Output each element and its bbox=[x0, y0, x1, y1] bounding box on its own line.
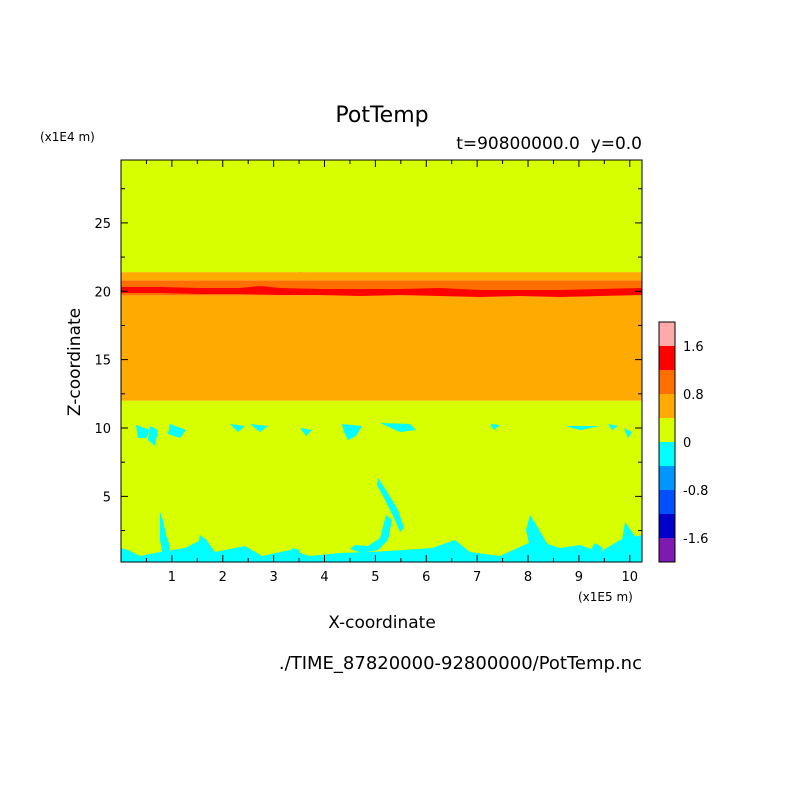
anomaly-contour bbox=[350, 515, 392, 553]
colorbar-swatch-5 bbox=[659, 418, 675, 442]
colorbar-swatch-0 bbox=[659, 538, 675, 562]
anomaly-contour bbox=[342, 424, 362, 440]
anomaly-contour bbox=[230, 424, 245, 432]
colorbar-swatch-3 bbox=[659, 466, 675, 490]
contour-band-4 bbox=[121, 160, 642, 273]
plot-frame bbox=[120, 159, 643, 563]
orange-wisps-layer bbox=[190, 272, 330, 278]
colorbar-label: 0 bbox=[683, 436, 691, 451]
y-tick-label: 10 bbox=[94, 422, 111, 437]
anomaly-contour bbox=[608, 424, 618, 430]
anomaly-contour bbox=[300, 428, 312, 436]
anomaly-contour bbox=[290, 548, 300, 556]
x-tick-label: 6 bbox=[422, 570, 430, 585]
colorbar-swatch-4 bbox=[659, 442, 675, 466]
negative-anomalies-layer bbox=[121, 423, 642, 562]
x-tick-label: 1 bbox=[168, 570, 176, 585]
y-axis: 5 10 15 20 25 bbox=[94, 188, 642, 532]
colorbar-label: 1.6 bbox=[683, 340, 704, 355]
anomaly-contour bbox=[590, 543, 603, 556]
x-tick-label: 10 bbox=[622, 570, 639, 585]
y-tick-label: 5 bbox=[103, 490, 111, 505]
anomaly-contour bbox=[168, 424, 186, 438]
anomaly-contour bbox=[136, 425, 150, 438]
orange-wisp-contour bbox=[285, 272, 330, 277]
anomaly-contour bbox=[198, 535, 210, 556]
anomaly-contour bbox=[148, 426, 158, 446]
colorbar-swatch-1 bbox=[659, 514, 675, 538]
red-core-contour bbox=[121, 286, 642, 297]
x-tick-label: 4 bbox=[320, 570, 328, 585]
colorbar: 1.6 0.8 0 -0.8 -1.6 bbox=[658, 321, 708, 563]
chart-subtitle: t=90800000.0 y=0.0 bbox=[456, 134, 642, 154]
x-tick-label: 5 bbox=[371, 570, 379, 585]
contour-band-1 bbox=[121, 295, 642, 401]
x-axis: 1 2 3 4 5 6 7 8 9 10 bbox=[145, 160, 639, 585]
colorbar-label: 0.8 bbox=[683, 388, 704, 403]
y-axis-label: Z-coordinate bbox=[65, 308, 85, 416]
anomaly-contour bbox=[622, 522, 642, 556]
colorbar-label: -1.6 bbox=[683, 532, 708, 547]
anomaly-contour bbox=[624, 428, 632, 438]
anomaly-contour bbox=[250, 424, 268, 432]
y-tick-label: 25 bbox=[94, 217, 111, 232]
colorbar-label: -0.8 bbox=[683, 484, 708, 499]
x-tick-label: 2 bbox=[219, 570, 227, 585]
colorbar-swatch-9 bbox=[659, 322, 675, 346]
anomaly-contour bbox=[377, 478, 404, 532]
anomaly-contour bbox=[565, 426, 600, 430]
x-tick-label: 7 bbox=[473, 570, 481, 585]
anomaly-contour bbox=[526, 515, 550, 556]
plot-area bbox=[121, 160, 642, 562]
contour-band-3 bbox=[121, 272, 642, 281]
anomaly-contour bbox=[380, 423, 416, 432]
colorbar-swatch-7 bbox=[659, 370, 675, 394]
colorbar-swatch-6 bbox=[659, 394, 675, 418]
x-tick-label: 8 bbox=[524, 570, 532, 585]
red-core-layer bbox=[121, 286, 642, 297]
colorbar-frame bbox=[658, 321, 676, 563]
x-tick-label: 3 bbox=[269, 570, 277, 585]
y-tick-label: 20 bbox=[94, 285, 111, 300]
x-tick-label: 9 bbox=[575, 570, 583, 585]
y-unit-label: (x1E4 m) bbox=[40, 130, 95, 144]
source-file-label: ./TIME_87820000-92800000/PotTemp.nc bbox=[279, 653, 642, 674]
anomaly-contour bbox=[121, 535, 642, 562]
chart-title: PotTemp bbox=[335, 103, 428, 128]
anomaly-contour bbox=[490, 424, 500, 430]
x-unit-label: (x1E5 m) bbox=[578, 590, 633, 604]
y-tick-label: 15 bbox=[94, 354, 111, 369]
anomaly-contour bbox=[160, 512, 170, 556]
colorbar-swatch-8 bbox=[659, 346, 675, 370]
orange-wisp-contour bbox=[190, 273, 245, 278]
colorbar-swatch-2 bbox=[659, 490, 675, 514]
x-axis-label: X-coordinate bbox=[328, 613, 436, 633]
